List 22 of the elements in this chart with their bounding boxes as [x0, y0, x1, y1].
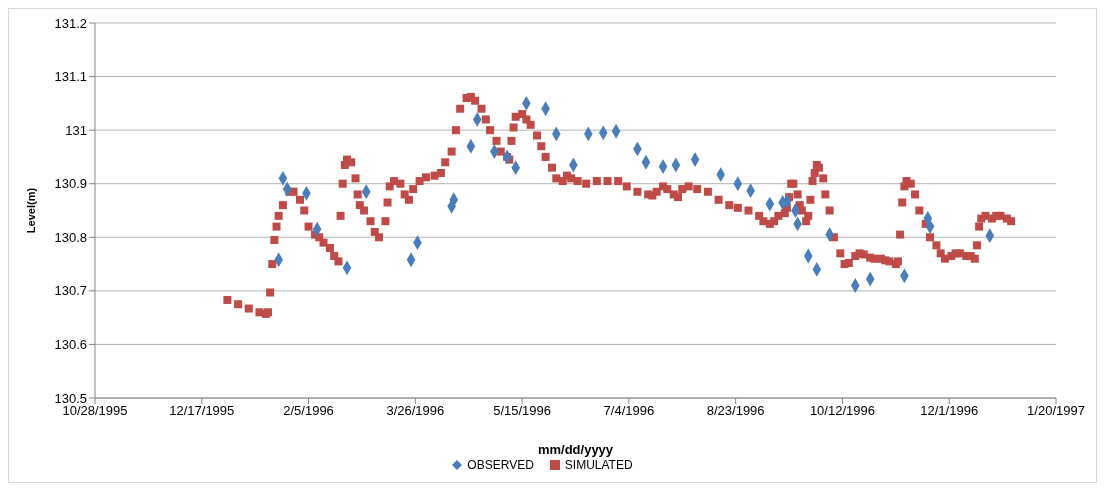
y-tick-label: 131 — [65, 122, 87, 138]
y-axis-title: Level(m) — [24, 187, 37, 234]
x-tick-label: 10/12/1996 — [809, 403, 875, 419]
x-tick-label: 2/5/1996 — [283, 403, 334, 419]
y-tick-label: 130.8 — [54, 229, 87, 245]
y-tick-label: 130.5 — [54, 390, 87, 406]
x-tick-label: 12/1/1996 — [920, 403, 979, 419]
y-tick-label: 131.2 — [54, 15, 87, 31]
y-tick-label: 130.7 — [54, 283, 87, 299]
x-tick-label: 3/26/1996 — [386, 403, 445, 419]
legend-label: OBSERVED — [466, 458, 534, 472]
x-tick-label: 7/4/1996 — [603, 403, 655, 419]
x-axis-title: mm/dd/yyyy — [537, 442, 614, 457]
y-tick-label: 130.6 — [54, 337, 87, 353]
y-tick-label: 130.9 — [54, 176, 87, 192]
x-tick-label: 8/23/1996 — [706, 403, 765, 419]
x-tick-label: 12/17/1995 — [169, 403, 235, 419]
x-tick-label: 1/20/1997 — [1027, 403, 1085, 419]
y-tick-label: 131.1 — [54, 69, 87, 85]
legend-label: SIMULATED — [563, 458, 633, 472]
x-tick-label: 5/15/1996 — [493, 403, 552, 419]
x-tick-label: 10/28/1995 — [62, 403, 128, 419]
